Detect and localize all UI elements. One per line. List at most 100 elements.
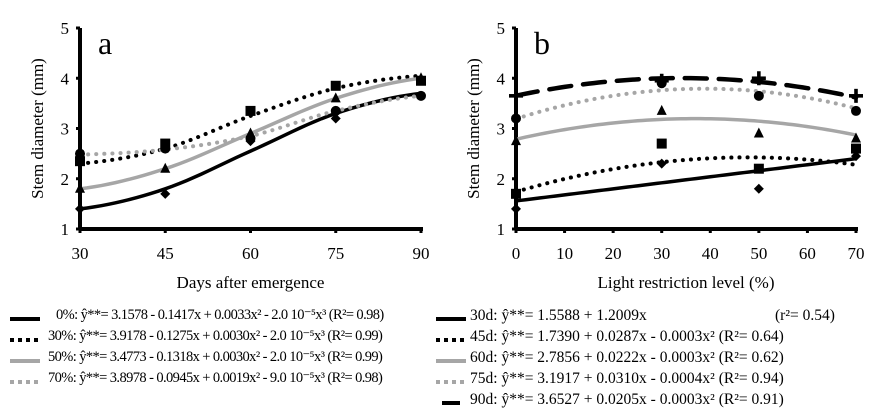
panel-b-x-tick-label: 10 <box>556 244 573 263</box>
legend-swatch <box>436 317 466 321</box>
panel-b-point-60d <box>656 104 667 115</box>
panel-b-y-tick-label: 1 <box>497 220 506 239</box>
legend-b-r-squared: (R²= 0.62) <box>718 349 784 366</box>
panel-a-point-70% <box>75 148 85 159</box>
panel-b-point-30d <box>511 203 521 214</box>
panel-b-point-90d-v <box>757 71 761 86</box>
legend-b-item: 45d: ŷ**= 1.7390 + 0.0287x - 0.0003x² (R²… <box>470 328 784 346</box>
panel-a-x-tick-label: 75 <box>327 244 344 263</box>
panel-b-fit-line-90d <box>513 75 859 100</box>
panel-b-x-tick-label: 70 <box>848 244 865 263</box>
panel-a-point-30% <box>75 156 85 167</box>
panel-a-point-0% <box>75 203 85 214</box>
panel-a-fit-line-30% <box>78 73 423 166</box>
legend-b-item: 60d: ŷ**= 2.7856 + 0.0222x - 0.0003x² (R²… <box>470 349 784 367</box>
panel-a-x-tick-label: 30 <box>72 244 89 263</box>
panel-b-x-axis-label: Light restriction level (%) <box>597 273 774 292</box>
panel-b-point-90d <box>751 71 766 86</box>
panel-b-point-90d-v <box>514 88 518 103</box>
panel-b-point-75d <box>511 113 521 124</box>
panel-b-point-45d <box>656 138 667 149</box>
legend-b-series-name: 60d: <box>470 349 502 366</box>
legend-a-item: 70%: ŷ**= 3.8978 - 0.0945x + 0.0019x² - … <box>48 370 383 386</box>
panel-a-y-tick-label: 3 <box>61 120 70 139</box>
panel-b-point-45d <box>511 188 521 199</box>
panel-b-point-90d-v <box>854 88 858 103</box>
legend-b-item: 90d: ŷ**= 3.6527 + 0.0205x - 0.0003x² (R²… <box>470 391 784 409</box>
legend-b-item: 75d: ŷ**= 3.1917 + 0.0310x - 0.0004x² (R²… <box>470 370 784 388</box>
panel-b-y-tick-label: 3 <box>497 120 506 139</box>
legend-b-r-squared: (r²= 0.54) <box>775 307 835 324</box>
panel-a-y-tick-label: 2 <box>61 170 70 189</box>
legend-swatch <box>436 380 466 384</box>
panel-b-point-90d <box>654 73 669 88</box>
legend-b-series-name: 75d: <box>470 370 502 387</box>
panel-a-x-axis-label: Days after emergence <box>177 273 325 292</box>
panel-a-point-70% <box>160 143 171 154</box>
panel-a-point-30% <box>245 105 256 116</box>
legend-a-item: 50%: ŷ**= 3.4773 - 0.1318x + 0.0030x² - … <box>48 349 383 365</box>
panel-a-point-30% <box>160 138 171 149</box>
legend-b-series-name: 30d: <box>470 307 502 324</box>
panel-a-point-70% <box>330 105 341 116</box>
panel-b-point-75d <box>851 105 861 116</box>
panel-a-x-tick-label: 45 <box>157 244 174 263</box>
panel-b-fit-line-75d <box>514 86 858 121</box>
legend-b-series-name: 45d: <box>470 328 502 345</box>
panel-b-point-90d-v <box>659 73 664 88</box>
panel-b-x-tick-label: 50 <box>750 244 767 263</box>
legend-swatch <box>10 338 40 342</box>
panel-b-y-axis-label: Stem diameter (mm) <box>464 58 483 199</box>
panel-a-x-tick-label: 60 <box>242 244 259 263</box>
panel-b-x-tick-label: 60 <box>799 244 816 263</box>
panel-b-point-90d <box>509 88 523 103</box>
panel-a-y-tick-label: 5 <box>61 19 70 38</box>
legend-swatch <box>10 380 40 384</box>
legend-swatch <box>436 338 466 342</box>
legend-b-equation: ŷ**= 2.7856 + 0.0222x - 0.0003x² <box>501 349 715 366</box>
panel-b-panel-label: b <box>534 25 550 61</box>
legend-swatch <box>10 317 40 321</box>
panel-a-point-50% <box>416 72 426 83</box>
panel-b-point-45d <box>753 163 764 174</box>
legend-b-equation: ŷ**= 3.6527 + 0.0205x - 0.0003x² <box>501 391 715 408</box>
legend-b-r-squared: (R²= 0.64) <box>718 328 784 345</box>
panel-b-point-60d <box>753 127 764 138</box>
panel-a-y-axis-label: Stem diameter (mm) <box>28 58 47 199</box>
panel-b-y-tick-label: 5 <box>497 19 506 38</box>
panel-a-y-tick-label: 1 <box>61 220 70 239</box>
panel-a-point-30% <box>330 80 341 91</box>
panel-a-point-0% <box>160 188 171 199</box>
legend-a-item: 30%: ŷ**= 3.9178 - 0.1275x + 0.0030x² - … <box>48 328 383 344</box>
panel-a-point-0% <box>330 113 341 124</box>
legend-b-equation: ŷ**= 1.5588 + 1.2009x <box>501 307 647 324</box>
panel-b-y-tick-label: 4 <box>497 69 506 88</box>
legend-b-equation: ŷ**= 3.1917 + 0.0310x - 0.0004x² <box>501 370 715 387</box>
legend-b-series-name: 90d: <box>470 391 502 408</box>
panel-a-panel-label: a <box>98 25 112 61</box>
panel-b-point-30d <box>851 151 861 162</box>
panel-b-x-tick-label: 30 <box>653 244 670 263</box>
panel-b-x-tick-label: 40 <box>702 244 719 263</box>
panel-a-point-70% <box>416 90 426 101</box>
panel-b-fit-line-45d <box>514 155 858 194</box>
legend-b-equation: ŷ**= 1.7390 + 0.0287x - 0.0003x² <box>501 328 715 345</box>
legend-b-item: 30d: ŷ**= 1.5588 + 1.2009x (r²= 0.54) <box>470 307 835 325</box>
panel-a-point-70% <box>245 133 256 144</box>
legend-swatch <box>436 359 466 363</box>
legend-swatch <box>442 401 460 405</box>
panel-b-point-60d <box>851 132 861 143</box>
panel-a-point-50% <box>330 92 341 103</box>
panel-b-point-60d <box>511 135 521 146</box>
legend-a-item: 0%: ŷ**= 3.1578 - 0.1417x + 0.0033x² - 2… <box>56 307 384 323</box>
panel-b-fit-line-60d <box>515 116 857 141</box>
legend-b-r-squared: (R²= 0.91) <box>718 391 784 408</box>
panel-b-x-tick-label: 20 <box>605 244 622 263</box>
panel-b-point-45d <box>851 143 861 154</box>
panel-b-y-tick-label: 2 <box>497 170 506 189</box>
panel-a-x-tick-label: 90 <box>413 244 430 263</box>
panel-b-point-30d <box>656 158 667 169</box>
legend-swatch <box>10 359 40 363</box>
panel-b-point-30d <box>753 183 764 194</box>
